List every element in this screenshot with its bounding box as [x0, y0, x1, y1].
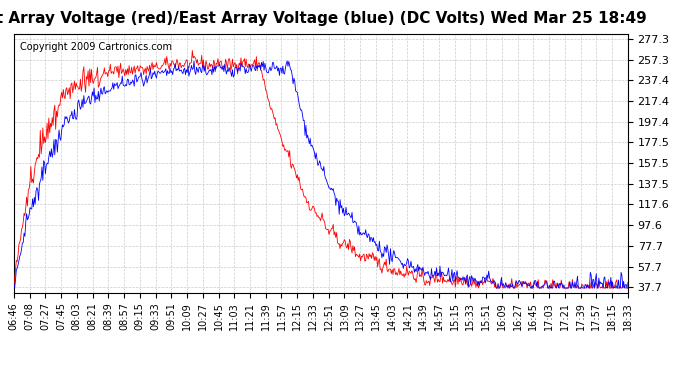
Text: Copyright 2009 Cartronics.com: Copyright 2009 Cartronics.com [20, 42, 172, 51]
Text: West Array Voltage (red)/East Array Voltage (blue) (DC Volts) Wed Mar 25 18:49: West Array Voltage (red)/East Array Volt… [0, 11, 647, 26]
